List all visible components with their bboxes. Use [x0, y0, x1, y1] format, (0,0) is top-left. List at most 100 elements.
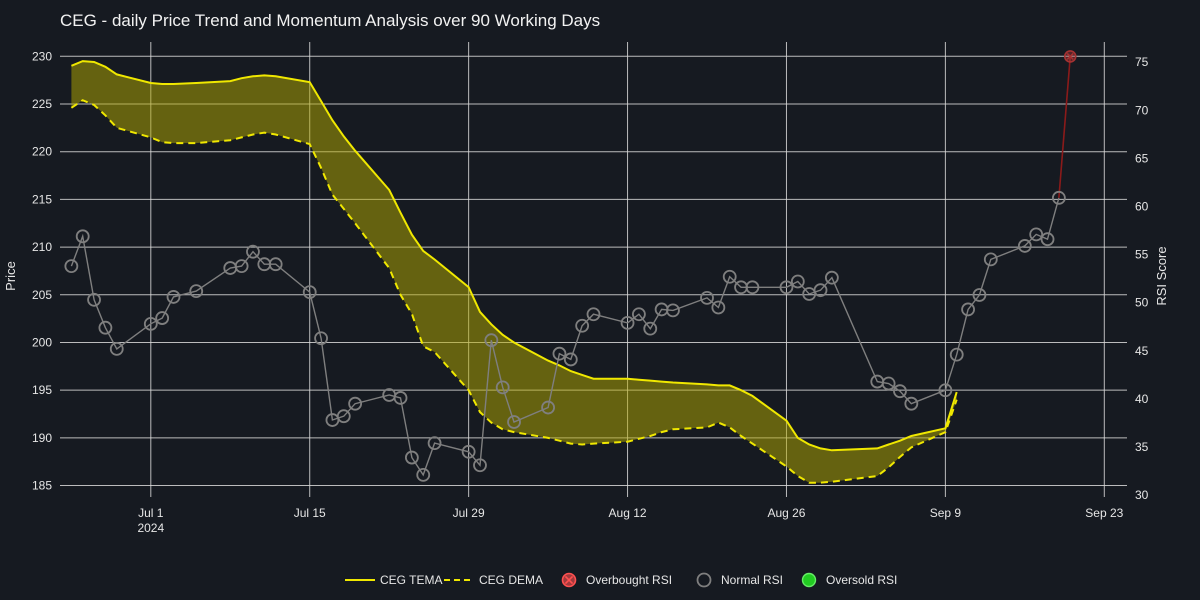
y2-tick-label: 55: [1135, 248, 1149, 262]
y-tick-label: 210: [32, 240, 52, 254]
rsi-normal-marker: [87, 292, 101, 307]
rsi-normal-marker: [563, 352, 578, 367]
rsi-normal-marker: [790, 274, 805, 289]
y-tick-label: 200: [32, 335, 52, 349]
y2-tick-label: 75: [1135, 55, 1149, 69]
y2-tick-label: 60: [1135, 199, 1149, 213]
legend-tema-label: CEG TEMA: [380, 573, 442, 587]
rsi-normal-marker: [666, 303, 680, 318]
tema-line: [71, 60, 958, 452]
rsi-normal-marker: [336, 409, 351, 424]
y-tick-label: 185: [32, 479, 52, 493]
x-tick-label: Jul 1: [138, 506, 164, 520]
x-tick-sublabel: 2024: [137, 521, 164, 535]
y2-tick-label: 50: [1135, 296, 1149, 310]
legend-dema-label: CEG DEMA: [479, 573, 543, 587]
x-tick-label: Jul 29: [453, 506, 485, 520]
x-tick-label: Jul 15: [294, 506, 326, 520]
rsi-normal-marker: [246, 244, 260, 259]
rsi-overbought-segment: [1058, 56, 1072, 198]
legend: CEG TEMA CEG DEMA Overbought RSI Normal RSI…: [345, 572, 897, 588]
rsi-normal-marker: [1051, 190, 1066, 205]
tema-dema-band: [71, 61, 957, 483]
rsi-normal-marker: [904, 396, 919, 411]
rsi-normal-marker: [143, 316, 158, 331]
dema-line: [70, 99, 958, 484]
legend-normal-swatch: [696, 572, 712, 588]
rsi-normal-marker: [268, 257, 283, 272]
rsi-normal-marker: [314, 331, 328, 346]
rsi-normal-marker: [620, 315, 635, 330]
rsi-normal-marker: [507, 415, 521, 429]
x-tick-label: Aug 12: [609, 506, 647, 520]
y2-tick-label: 35: [1135, 440, 1149, 454]
rsi-normal-marker: [393, 391, 408, 405]
band-layer: [71, 61, 957, 483]
y-tick-label: 205: [32, 288, 52, 302]
rsi-normal-marker: [722, 269, 737, 284]
y-tick-label: 225: [32, 97, 52, 111]
rsi-normal-marker: [541, 400, 555, 415]
rsi-normal-marker: [427, 436, 442, 451]
rsi-normal-marker: [348, 396, 363, 411]
rsi-normal-marker: [484, 333, 499, 348]
legend-overbought-swatch-cross-b: [564, 575, 574, 585]
y2-tick-label: 45: [1135, 344, 1149, 358]
x-tick-label: Sep 9: [930, 506, 962, 520]
rsi-normal-marker: [643, 321, 658, 336]
rsi-normal-marker: [461, 444, 476, 459]
y-tick-label: 215: [32, 192, 52, 206]
rsi-normal-marker: [98, 320, 113, 335]
rsi-normal-marker: [1017, 239, 1032, 253]
rsi-normal-marker: [813, 283, 828, 298]
rsi-normal-marker: [109, 341, 124, 356]
rsi-normal-marker: [745, 280, 760, 295]
legend-normal-label: Normal RSI: [721, 573, 783, 587]
y-tick-label: 220: [32, 145, 52, 159]
y-tick-label: 195: [32, 383, 52, 397]
rsi-normal-marker: [632, 307, 646, 322]
rsi-normal-marker: [75, 229, 90, 244]
legend-overbought-label: Overbought RSI: [586, 573, 672, 587]
legend-overbought-swatch: [561, 572, 577, 588]
rsi-normal-marker: [234, 259, 249, 274]
rsi-normal-marker: [586, 307, 601, 322]
rsi-normal-marker: [824, 270, 839, 285]
rsi-normal-marker: [189, 284, 204, 299]
legend-oversold-swatch: [801, 572, 817, 588]
rsi-normal-marker: [416, 467, 431, 482]
rsi-normal-marker: [881, 376, 896, 391]
rsi-normal-marker: [473, 458, 487, 473]
rsi-normal-marker: [938, 383, 953, 398]
rsi-normal-marker: [779, 280, 794, 295]
rsi-overbought-marker-cross-b: [1066, 52, 1074, 61]
axis-layer: 185 190 195 200 205 210 215 220 225 230 30 35 40 45 50…: [32, 49, 1149, 535]
y2-axis-title: RSI Score: [1154, 246, 1169, 305]
rsi-normal-marker: [949, 347, 964, 362]
rsi-normal-marker: [1029, 227, 1044, 242]
y2-tick-label: 65: [1135, 151, 1149, 165]
y2-tick-label: 40: [1135, 392, 1149, 406]
rsi-normal-marker: [700, 290, 714, 305]
rsi-normal-marker: [893, 384, 907, 399]
rsi-normal-marker: [575, 318, 590, 333]
y2-tick-label: 30: [1135, 488, 1149, 502]
rsi-normal-marker: [552, 346, 567, 361]
rsi-normal-marker: [64, 259, 79, 274]
rsi-normal-marker: [972, 288, 987, 302]
line-layer: [70, 60, 958, 484]
rsi-overbought-marker: [1063, 50, 1077, 63]
chart-title: CEG - daily Price Trend and Momentum Ana…: [60, 11, 600, 30]
rsi-normal-marker: [961, 302, 975, 317]
x-tick-label: Aug 26: [767, 506, 805, 520]
y-tick-label: 230: [32, 49, 52, 63]
rsi-normal-marker: [166, 290, 181, 304]
rsi-normal-marker: [404, 450, 419, 465]
y-tick-label: 190: [32, 431, 52, 445]
y2-tick-label: 70: [1135, 103, 1149, 117]
y-axis-title: Price: [3, 261, 18, 291]
legend-oversold-label: Oversold RSI: [826, 573, 897, 587]
rsi-normal-marker: [1040, 232, 1055, 247]
